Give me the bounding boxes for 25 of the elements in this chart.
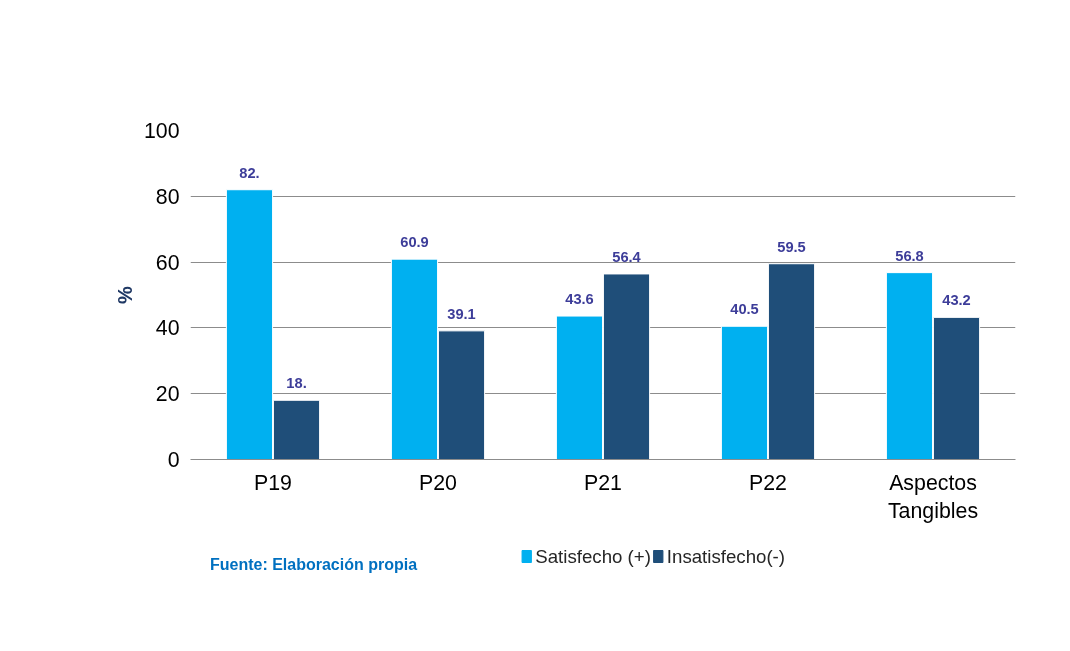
x-tick-label: P21 [584, 470, 622, 495]
legend-label: Satisfecho (+) [535, 546, 651, 567]
y-tick-label: 20 [155, 382, 180, 407]
x-tick-label: P22 [749, 470, 787, 495]
data-label: 59.5 [777, 238, 806, 255]
source-note: Fuente: Elaboración propia [209, 555, 418, 573]
data-label: 56.8 [895, 247, 924, 264]
y-tick-label: 60 [155, 250, 180, 275]
legend-label: Insatisfecho(-) [666, 546, 786, 567]
data-label: 82. [239, 164, 260, 181]
data-label: 40.5 [730, 301, 759, 318]
data-label: 60.9 [400, 234, 429, 251]
data-label: 56.4 [612, 248, 642, 265]
y-axis-title: % [113, 285, 136, 304]
y-tick-label: 40 [155, 316, 180, 341]
data-label: 39.1 [447, 305, 476, 322]
x-tick-label: P20 [419, 470, 458, 495]
y-tick-label: 100 [143, 119, 180, 143]
data-label: 43.2 [942, 292, 971, 309]
x-tick-label: Aspectos Tangibles [887, 470, 979, 524]
y-tick-label: 0 [167, 448, 180, 472]
y-tick-label: 80 [155, 184, 180, 209]
x-tick-label: P19 [254, 470, 292, 495]
data-label: 43.6 [565, 291, 594, 308]
data-label: 18. [286, 375, 307, 392]
